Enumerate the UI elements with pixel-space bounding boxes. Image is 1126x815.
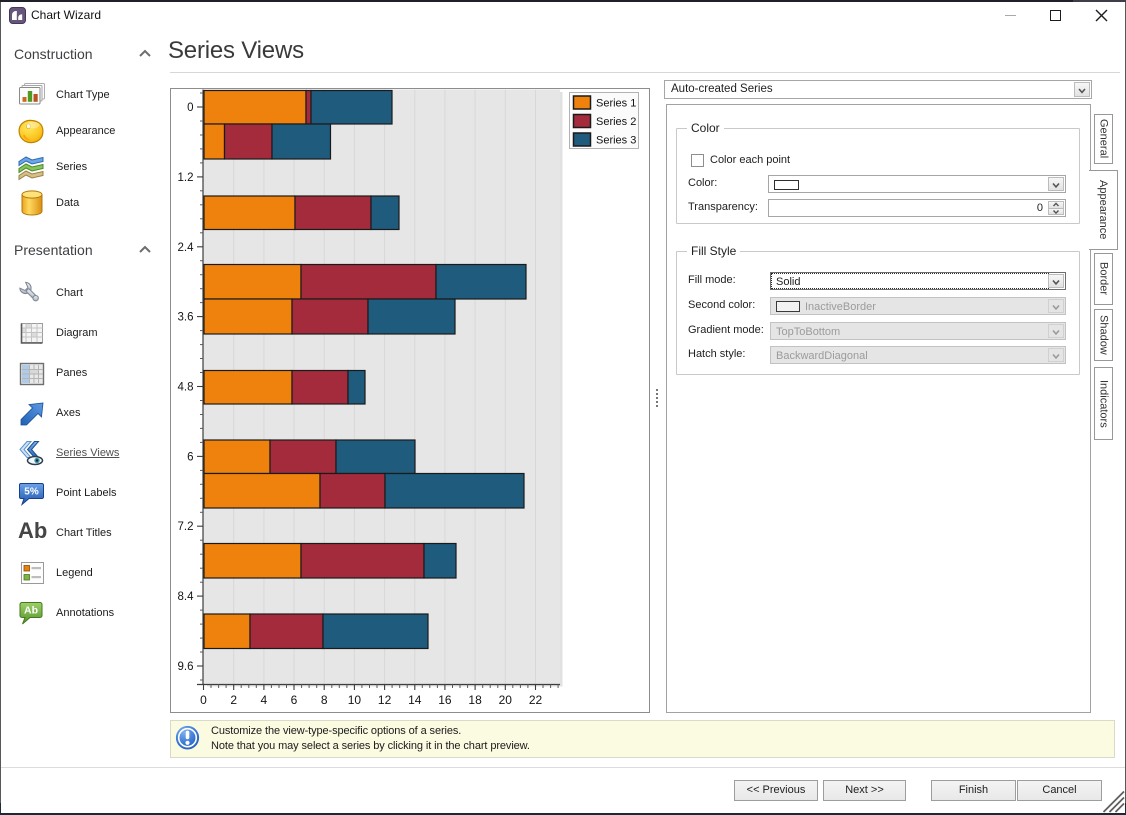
svg-text:20: 20 <box>499 693 513 707</box>
svg-text:Series 2: Series 2 <box>596 116 636 128</box>
svg-text:16: 16 <box>438 693 452 707</box>
svg-text:14: 14 <box>408 693 422 707</box>
svg-text:6: 6 <box>187 451 193 463</box>
svg-text:Series 3: Series 3 <box>596 135 636 147</box>
svg-text:4: 4 <box>261 693 268 707</box>
svg-text:0: 0 <box>200 693 207 707</box>
svg-text:9.6: 9.6 <box>178 661 194 673</box>
svg-text:6: 6 <box>291 693 298 707</box>
svg-text:Ab: Ab <box>24 605 38 617</box>
svg-text:22: 22 <box>529 693 543 707</box>
svg-text:10: 10 <box>348 693 362 707</box>
svg-text:0: 0 <box>187 102 193 114</box>
svg-text:5%: 5% <box>24 487 39 498</box>
svg-text:8.4: 8.4 <box>178 591 195 603</box>
svg-text:2: 2 <box>230 693 237 707</box>
svg-text:Series 1: Series 1 <box>596 98 636 110</box>
svg-text:1.2: 1.2 <box>178 172 194 184</box>
svg-text:7.2: 7.2 <box>178 521 194 533</box>
svg-text:18: 18 <box>468 693 482 707</box>
svg-text:4.8: 4.8 <box>178 382 194 394</box>
svg-text:8: 8 <box>321 693 328 707</box>
svg-text:12: 12 <box>378 693 392 707</box>
svg-text:2.4: 2.4 <box>178 242 195 254</box>
svg-text:3.6: 3.6 <box>178 312 194 324</box>
